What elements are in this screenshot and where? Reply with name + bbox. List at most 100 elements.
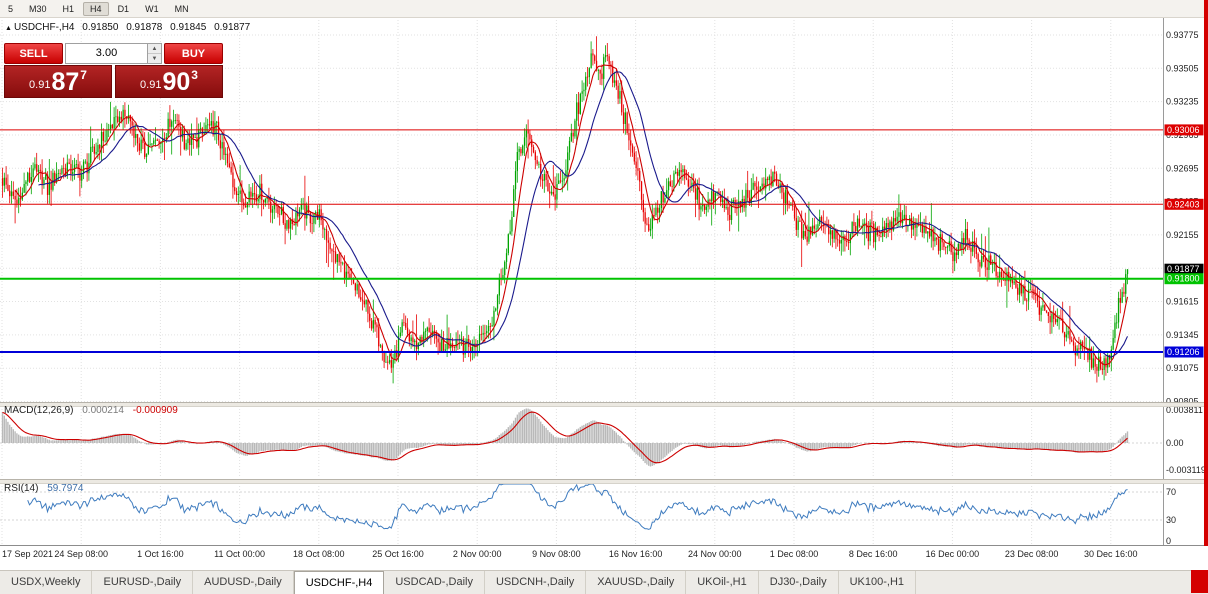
ma-fast-line xyxy=(14,64,1129,366)
symbol-ohlc-header: ▲ USDCHF-,H4 0.91850 0.91878 0.91845 0.91… xyxy=(5,22,255,33)
timeframe-toolbar: 5 M30 H1 H4 D1 W1 MN xyxy=(0,0,1208,18)
tf-button-h4[interactable]: H4 xyxy=(83,1,109,16)
sell-price-pipette: 7 xyxy=(80,68,87,82)
svg-text:0.92403: 0.92403 xyxy=(1167,199,1200,209)
sell-price-big: 87 xyxy=(51,68,80,96)
tf-button-m5[interactable]: 5 xyxy=(8,3,14,14)
price-badge-support-line-blue: 0.91206 xyxy=(1164,346,1204,358)
ma-slow-line xyxy=(38,71,1128,358)
price-badge-resistance-line-2: 0.92403 xyxy=(1164,198,1204,210)
symbol-name: USDCHF-,H4 xyxy=(13,22,75,33)
macd-histogram xyxy=(1,408,1129,467)
tf-button-h1[interactable]: H1 xyxy=(62,3,75,14)
buy-button[interactable]: BUY xyxy=(164,43,223,64)
svg-text:0.93775: 0.93775 xyxy=(1166,30,1199,40)
svg-text:8 Dec 16:00: 8 Dec 16:00 xyxy=(849,549,898,559)
sell-button[interactable]: SELL xyxy=(4,43,63,64)
tab-usdx-weekly[interactable]: USDX,Weekly xyxy=(0,571,93,594)
time-axis: 17 Sep 2021 24 Sep 08:00 1 Oct 16:00 11 Oct… xyxy=(2,549,1138,559)
svg-text:0.93505: 0.93505 xyxy=(1166,63,1199,73)
tab-eurusd-daily[interactable]: EURUSD-,Daily xyxy=(92,571,194,594)
tab-uk100-h1[interactable]: UK100-,H1 xyxy=(839,571,917,594)
svg-text:0.93006: 0.93006 xyxy=(1167,125,1200,135)
svg-text:0.91800: 0.91800 xyxy=(1167,274,1200,284)
svg-text:24 Sep 08:00: 24 Sep 08:00 xyxy=(54,549,108,559)
svg-text:18 Oct 08:00: 18 Oct 08:00 xyxy=(293,549,345,559)
buy-price-pipette: 3 xyxy=(191,68,198,82)
main-macd-separator[interactable] xyxy=(0,402,1208,407)
tf-button-d1[interactable]: D1 xyxy=(117,3,130,14)
tab-ukoil-h1[interactable]: UKOil-,H1 xyxy=(686,571,759,594)
svg-text:0.92695: 0.92695 xyxy=(1166,163,1199,173)
macd-rsi-separator[interactable] xyxy=(0,479,1208,484)
one-click-trading-widget: SELL 3.00 ▲ ▼ BUY 0.91 87 7 0.91 90 3 xyxy=(4,43,223,98)
svg-text:16 Dec 00:00: 16 Dec 00:00 xyxy=(926,549,980,559)
buy-price-display[interactable]: 0.91 90 3 xyxy=(115,65,223,98)
rsi-label: RSI(14) xyxy=(4,483,39,494)
svg-text:24 Nov 00:00: 24 Nov 00:00 xyxy=(688,549,742,559)
buy-price-big: 90 xyxy=(162,68,191,96)
tab-usdcad-daily[interactable]: USDCAD-,Daily xyxy=(384,571,485,594)
right-edge-red-strip xyxy=(1204,0,1208,546)
svg-text:2 Nov 00:00: 2 Nov 00:00 xyxy=(453,549,502,559)
svg-text:0.00: 0.00 xyxy=(1166,438,1184,448)
volume-input[interactable]: 3.00 xyxy=(95,47,118,59)
rsi-line xyxy=(27,483,1128,530)
svg-text:23 Dec 08:00: 23 Dec 08:00 xyxy=(1005,549,1059,559)
price-badge-current-bid: 0.91877 xyxy=(1164,263,1204,275)
svg-text:25 Oct 16:00: 25 Oct 16:00 xyxy=(372,549,424,559)
svg-text:17 Sep 2021: 17 Sep 2021 xyxy=(2,549,53,559)
svg-text:0.91075: 0.91075 xyxy=(1166,363,1199,373)
svg-text:0: 0 xyxy=(1166,536,1171,546)
tab-audusd-daily[interactable]: AUDUSD-,Daily xyxy=(193,571,294,594)
macd-signal-value: -0.000909 xyxy=(132,405,178,416)
sell-price-prefix: 0.91 xyxy=(29,79,51,91)
ohlc-close: 0.91877 xyxy=(214,22,251,33)
svg-text:1 Dec 08:00: 1 Dec 08:00 xyxy=(770,549,819,559)
ohlc-low: 0.91845 xyxy=(170,22,207,33)
svg-text:0.91877: 0.91877 xyxy=(1167,264,1200,274)
svg-text:-0.003119: -0.003119 xyxy=(1166,465,1206,475)
svg-text:30: 30 xyxy=(1166,515,1176,525)
ohlc-high: 0.91878 xyxy=(126,22,163,33)
rsi-timeaxis-separator xyxy=(0,545,1208,546)
ohlc-open: 0.91850 xyxy=(82,22,119,33)
volume-box: 3.00 ▲ ▼ xyxy=(65,43,162,64)
tf-button-mn[interactable]: MN xyxy=(174,3,189,14)
svg-text:0.90805: 0.90805 xyxy=(1166,397,1199,407)
spin-up-icon[interactable]: ▲ xyxy=(148,44,161,54)
svg-text:0.91206: 0.91206 xyxy=(1167,347,1200,357)
tab-usdcnh-daily[interactable]: USDCNH-,Daily xyxy=(485,571,587,594)
macd-label: MACD(12,26,9) xyxy=(4,405,74,416)
macd-header: MACD(12,26,9) 0.000214 -0.000909 xyxy=(4,405,184,416)
price-badge-resistance-line-1: 0.93006 xyxy=(1164,124,1204,136)
svg-text:0.92155: 0.92155 xyxy=(1166,230,1199,240)
sell-price-display[interactable]: 0.91 87 7 xyxy=(4,65,112,98)
svg-text:0.003811: 0.003811 xyxy=(1166,405,1203,415)
svg-text:16 Nov 16:00: 16 Nov 16:00 xyxy=(609,549,663,559)
spin-down-icon[interactable]: ▼ xyxy=(148,54,161,63)
tf-button-m30[interactable]: M30 xyxy=(29,3,47,14)
symbol-marker-icon: ▲ xyxy=(5,25,12,32)
macd-signal-line xyxy=(2,411,1128,464)
price-badge-support-line-green: 0.91800 xyxy=(1164,273,1204,285)
rsi-value: 59.7974 xyxy=(47,483,84,494)
rsi-header: RSI(14) 59.7974 xyxy=(4,483,89,494)
tab-usdchf-h4[interactable]: USDCHF-,H4 xyxy=(293,571,385,594)
tab-dj30-daily[interactable]: DJ30-,Daily xyxy=(759,571,839,594)
level-lines xyxy=(0,129,1163,353)
svg-text:1 Oct 16:00: 1 Oct 16:00 xyxy=(137,549,184,559)
svg-text:9 Nov 08:00: 9 Nov 08:00 xyxy=(532,549,581,559)
svg-text:0.91615: 0.91615 xyxy=(1166,297,1199,307)
chart-tab-bar: USDX,Weekly EURUSD-,Daily AUDUSD-,Daily … xyxy=(0,570,1208,594)
macd-value: 0.000214 xyxy=(82,405,124,416)
volume-spinner: ▲ ▼ xyxy=(147,44,161,63)
svg-text:11 Oct 00:00: 11 Oct 00:00 xyxy=(214,549,265,559)
tf-button-w1[interactable]: W1 xyxy=(145,3,159,14)
tab-xauusd-daily[interactable]: XAUUSD-,Daily xyxy=(586,571,687,594)
tab-bar-red-indicator xyxy=(1191,570,1208,593)
svg-text:0.93235: 0.93235 xyxy=(1166,97,1199,107)
